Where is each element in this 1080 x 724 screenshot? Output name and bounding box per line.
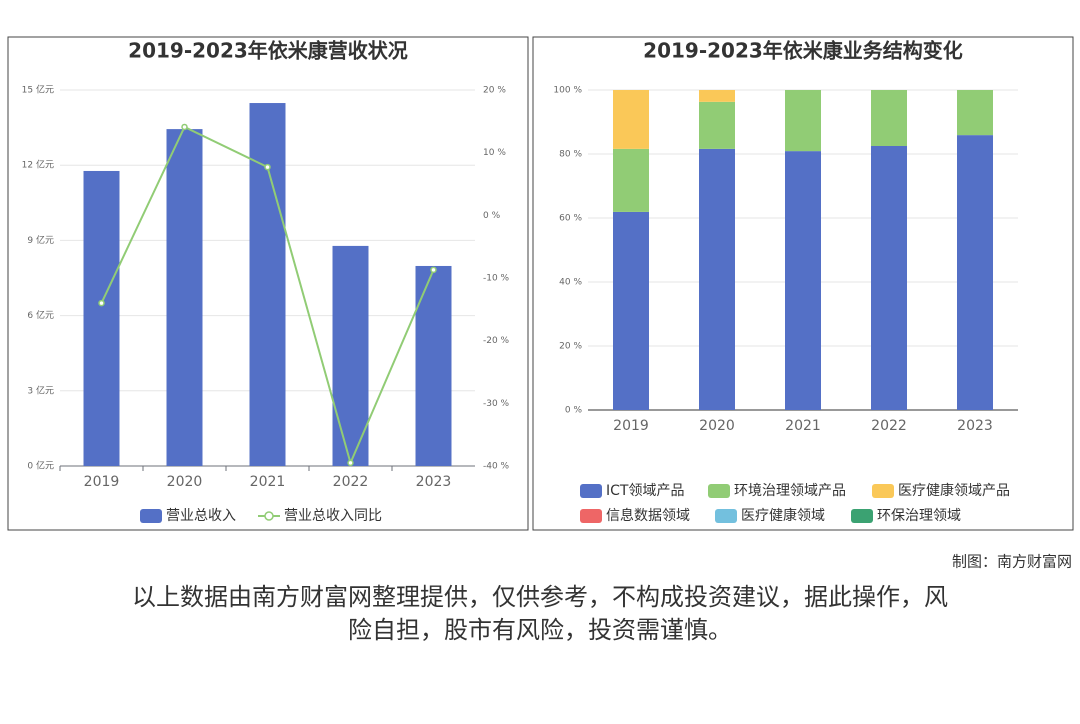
y2-tick-label: -10 % <box>483 274 510 284</box>
bar <box>699 148 735 410</box>
legend-label: 环境治理领域产品 <box>734 483 846 499</box>
bar <box>957 135 993 410</box>
legend-swatch <box>872 484 894 498</box>
legend-swatch <box>580 509 602 523</box>
panel-frame <box>7 36 529 531</box>
line-point <box>264 163 271 171</box>
line-point <box>98 299 105 307</box>
x-tick-label: 2019 <box>613 418 649 434</box>
disclaimer: 以上数据由南方财富网整理提供，仅供参考，不构成投资建议，据此操作，风 <box>132 583 948 611</box>
disclaimer: 险自担，股市有风险，投资需谨慎。 <box>348 616 732 644</box>
y-tick-label: 20 % <box>559 342 582 352</box>
x-tick-label: 2020 <box>167 474 203 490</box>
panel-frame <box>532 36 1074 531</box>
y-tick-label: 60 % <box>559 214 582 224</box>
y2-tick-label: -40 % <box>483 462 510 472</box>
bar <box>613 211 649 410</box>
y2-tick-label: -30 % <box>483 399 510 409</box>
line-point <box>430 266 437 274</box>
x-tick-label: 2022 <box>333 474 369 490</box>
y-tick-label: 15 亿元 <box>22 84 54 96</box>
bar <box>613 148 649 212</box>
y2-tick-label: 0 % <box>483 211 501 221</box>
y-tick-label: 0 % <box>565 406 583 416</box>
bar <box>699 101 735 149</box>
legend-swatch <box>715 509 737 523</box>
legend-swatch <box>580 484 602 498</box>
x-tick-label: 2020 <box>699 418 735 434</box>
legend-label: 营业总收入同比 <box>284 508 382 524</box>
bar <box>613 90 649 149</box>
x-tick-label: 2021 <box>785 418 821 434</box>
y-tick-label: 80 % <box>559 150 582 160</box>
legend-label: 营业总收入 <box>166 508 236 524</box>
y-tick-label: 12 亿元 <box>22 159 54 171</box>
legend-swatch <box>851 509 873 523</box>
y2-tick-label: 10 % <box>483 148 506 158</box>
chart-title: 2019-2023年依米康营收状况 <box>128 39 408 63</box>
bar <box>83 170 120 466</box>
y2-tick-label: 20 % <box>483 86 506 96</box>
x-tick-label: 2022 <box>871 418 907 434</box>
bar <box>166 129 203 466</box>
y2-tick-label: -20 % <box>483 336 510 346</box>
legend-label: ICT领域产品 <box>606 483 684 499</box>
bar <box>785 90 821 152</box>
bar <box>332 245 369 466</box>
legend-label: 医疗健康领域产品 <box>898 482 1010 499</box>
source-note: 制图：南方财富网 <box>952 553 1072 571</box>
bar <box>415 265 452 466</box>
y-tick-label: 100 % <box>553 86 582 96</box>
bar <box>871 146 907 410</box>
y-tick-label: 3 亿元 <box>27 384 54 396</box>
x-tick-label: 2023 <box>416 474 452 490</box>
y-tick-label: 0 亿元 <box>27 460 54 472</box>
legend-swatch <box>264 511 274 521</box>
legend-swatch <box>140 509 162 523</box>
bar <box>249 103 286 466</box>
legend-label: 信息数据领域 <box>606 507 690 524</box>
y-tick-label: 6 亿元 <box>27 309 54 321</box>
legend-label: 环保治理领域 <box>877 508 961 524</box>
line-point <box>181 123 188 131</box>
chart-title: 2019-2023年依米康业务结构变化 <box>643 39 963 63</box>
bar <box>785 151 821 410</box>
line-point <box>347 459 354 467</box>
y-tick-label: 9 亿元 <box>27 234 54 246</box>
bar <box>871 90 907 146</box>
bar <box>699 90 735 102</box>
x-tick-label: 2021 <box>250 474 286 490</box>
x-tick-label: 2019 <box>84 474 120 490</box>
legend-label: 医疗健康领域 <box>741 507 825 524</box>
x-tick-label: 2023 <box>957 418 993 434</box>
bar <box>957 90 993 136</box>
y-tick-label: 40 % <box>559 278 582 288</box>
legend-swatch <box>708 484 730 498</box>
